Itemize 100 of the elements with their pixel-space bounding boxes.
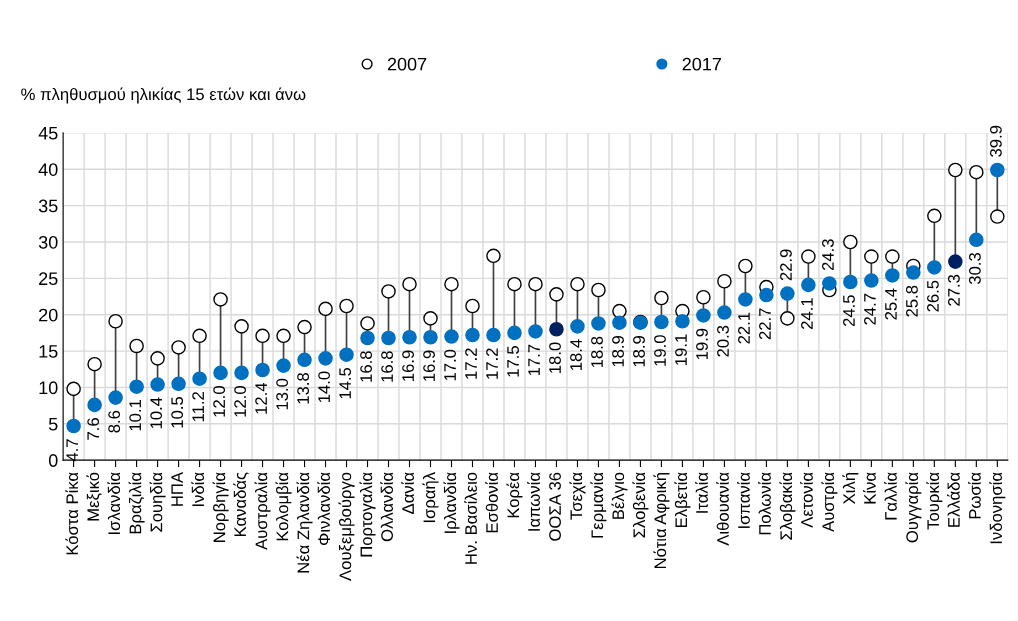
- data-label: 14.0: [318, 371, 331, 403]
- y-tick-label: 25: [39, 272, 58, 286]
- data-label: 14.5: [339, 367, 351, 399]
- x-tick-label: Κορέα: [506, 472, 523, 518]
- x-tick-label: Σλοβακία: [779, 472, 796, 540]
- y-axis-title: % πληθυσμού ηλικίας 15 ετών και άνω: [21, 87, 306, 104]
- data-label: 20.3: [717, 325, 729, 357]
- x-tick-label: Ισλανδία: [107, 472, 121, 535]
- data-label: 18.0: [549, 342, 561, 373]
- data-label: 18.4: [570, 339, 582, 371]
- data-label: 22.9: [780, 249, 792, 281]
- x-tick-label: Πολωνία: [758, 472, 771, 535]
- data-label: 18.9: [612, 336, 624, 367]
- x-tick-label: ΟΟΣΑ 36: [549, 472, 561, 541]
- data-label: 16.8: [381, 351, 393, 382]
- x-tick-label: Ινδία: [191, 472, 205, 507]
- data-label: 24.7: [864, 293, 876, 325]
- x-tick-label: Λουξεμβούργο: [338, 472, 355, 581]
- x-tick-label: Ισραήλ: [422, 472, 439, 523]
- y-tick-label: 40: [38, 163, 58, 176]
- data-label: 12.0: [234, 386, 247, 417]
- data-label: 30.3: [969, 253, 981, 285]
- data-label: 17.7: [528, 344, 540, 376]
- x-tick-label: Χιλή: [842, 473, 859, 505]
- x-tick-label: Λιθουανία: [716, 472, 729, 546]
- data-label: 26.5: [927, 280, 939, 312]
- data-label: 17.0: [444, 349, 456, 381]
- data-label: 16.8: [360, 351, 372, 382]
- y-tick-label: 20: [39, 308, 58, 322]
- data-label: 12.4: [255, 382, 267, 414]
- x-tick-label: Ολλανδία: [380, 472, 393, 542]
- x-tick-label: Νορβηγία: [212, 472, 229, 542]
- x-tick-label: Κίνα: [863, 472, 876, 504]
- x-tick-label: Πορτογαλία: [359, 472, 376, 557]
- x-tick-label: Νότια Αφρική: [653, 473, 670, 569]
- data-label: 7.6: [87, 418, 100, 440]
- data-label: 27.3: [948, 274, 960, 306]
- x-tick-label: Γαλλία: [884, 472, 897, 520]
- x-tick-label: Γερμανία: [590, 472, 607, 538]
- x-tick-label: Καναδάς: [233, 472, 249, 537]
- y-tick-label: 45: [38, 127, 58, 140]
- data-label: 39.9: [990, 125, 1002, 157]
- y-tick-label: 15: [39, 345, 58, 358]
- y-tick-label: 0: [48, 454, 58, 467]
- x-tick-label: Ρωσία: [968, 472, 981, 519]
- data-label: 16.9: [423, 350, 435, 381]
- data-label: 18.9: [633, 336, 645, 367]
- x-tick-label: Νέα Ζηλανδία: [296, 472, 313, 573]
- data-label: 22.7: [759, 308, 771, 340]
- x-tick-label: Λετονία: [800, 472, 813, 528]
- data-label: 10.1: [129, 400, 142, 431]
- legend-label: 2017: [682, 57, 721, 71]
- data-label: 22.1: [738, 312, 750, 344]
- data-label: 18.8: [591, 336, 603, 368]
- data-label: 10.5: [171, 396, 184, 428]
- data-label: 25.8: [906, 285, 918, 317]
- data-label: 19.0: [654, 335, 666, 366]
- x-tick-label: Τουρκία: [926, 472, 943, 530]
- x-tick-label: Ην. Βασίλειο: [464, 472, 477, 564]
- x-tick-label: Ουγγαρία: [905, 472, 922, 543]
- x-tick-label: Τσεχία: [569, 472, 586, 520]
- x-tick-label: Ιταλία: [695, 472, 708, 513]
- x-tick-label: Αυστραλία: [254, 472, 271, 550]
- data-label: 24.3: [822, 239, 834, 271]
- data-label: 25.4: [885, 288, 897, 320]
- x-tick-label: Μεξικό: [86, 472, 102, 521]
- x-tick-label: Ιρλανδία: [443, 472, 460, 533]
- x-tick-label: Σλοβενία: [632, 472, 649, 538]
- legend-label: 2007: [387, 57, 427, 71]
- x-tick-label: Ελλάδα: [947, 472, 960, 527]
- data-label: 19.9: [696, 328, 708, 360]
- x-tick-label: Ιαπωνία: [527, 472, 540, 531]
- data-label: 24.1: [801, 298, 813, 329]
- y-tick-label: 5: [48, 417, 58, 431]
- x-tick-label: ΗΠΑ: [171, 472, 183, 506]
- data-label: 4.7: [66, 439, 78, 462]
- x-tick-label: Βέλγιο: [611, 472, 628, 519]
- x-tick-label: Ινδονησία: [989, 472, 1006, 544]
- data-label: 17.2: [486, 348, 498, 379]
- x-tick-label: Αυστρία: [821, 472, 838, 532]
- x-tick-label: Ισπανία: [737, 472, 750, 528]
- data-label: 17.5: [507, 346, 519, 377]
- data-label: 13.0: [276, 378, 289, 410]
- x-tick-label: Σουηδία: [149, 472, 166, 532]
- y-tick-label: 10: [39, 381, 58, 395]
- y-tick-label: 35: [38, 199, 58, 213]
- x-tick-label: Φινλανδία: [317, 472, 331, 546]
- data-label: 24.5: [843, 295, 855, 327]
- data-label: 10.4: [150, 397, 163, 429]
- x-tick-label: Κόστα Ρίκα: [65, 472, 79, 555]
- x-tick-label: Εσθονία: [485, 472, 498, 533]
- data-label: 17.2: [465, 348, 477, 379]
- x-tick-label: Βραζιλία: [128, 472, 145, 534]
- x-tick-label: Δανία: [401, 472, 414, 514]
- data-label: 13.8: [297, 373, 310, 404]
- x-tick-label: Ελβετία: [674, 472, 691, 527]
- data-label: 11.2: [192, 392, 204, 422]
- data-label: 19.1: [675, 334, 687, 365]
- data-label: 16.9: [402, 350, 414, 381]
- y-tick-label: 30: [38, 235, 58, 249]
